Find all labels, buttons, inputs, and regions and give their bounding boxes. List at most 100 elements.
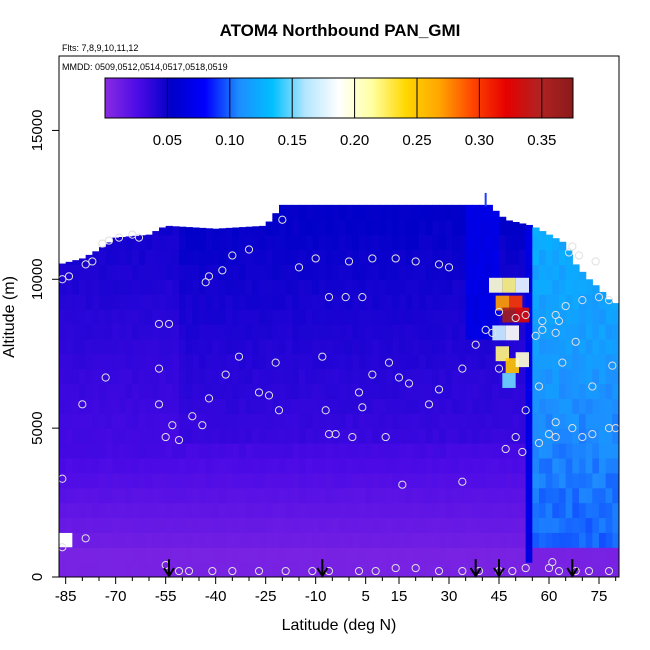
- heatmap-cell: [219, 532, 227, 548]
- heatmap-cell: [465, 413, 473, 429]
- heatmap-cell: [572, 547, 580, 563]
- sample-point: [81, 260, 90, 269]
- heatmap-cell: [565, 264, 573, 280]
- heatmap-cell: [412, 353, 420, 370]
- heatmap-cell: [359, 219, 367, 236]
- heatmap-cell: [185, 428, 193, 444]
- heatmap-cell: [405, 398, 413, 414]
- heatmap-cell: [465, 517, 473, 533]
- heatmap-cell: [232, 279, 240, 295]
- heatmap-cell: [119, 517, 127, 533]
- heatmap-cell: [225, 383, 233, 399]
- heatmap-cell: [492, 234, 500, 251]
- heatmap-cell: [532, 472, 540, 489]
- heatmap-cell: [339, 204, 347, 221]
- heatmap-cell: [359, 547, 367, 563]
- heatmap-cell: [65, 279, 73, 295]
- heatmap-cell: [332, 413, 340, 429]
- heatmap-cell: [152, 323, 160, 340]
- heatmap-cell: [525, 249, 533, 265]
- heatmap-cell: [145, 562, 153, 577]
- heatmap-cell: [452, 443, 460, 459]
- heatmap-cell: [552, 472, 560, 489]
- heatmap-cell: [172, 472, 180, 489]
- heatmap-cell: [259, 234, 267, 251]
- heatmap-cell: [452, 428, 460, 444]
- sample-point: [368, 370, 377, 379]
- heatmap-cell: [212, 532, 220, 548]
- heatmap-cell: [539, 532, 547, 548]
- heatmap-cell: [485, 502, 493, 519]
- heatmap-cell: [439, 234, 447, 251]
- heatmap-cell: [132, 383, 140, 399]
- heatmap-cell: [79, 323, 87, 340]
- heatmap-cell: [139, 338, 147, 355]
- heatmap-cell: [192, 353, 200, 370]
- heatmap-cell: [439, 532, 447, 548]
- heatmap-cell: [552, 457, 560, 474]
- heatmap-cell: [545, 279, 553, 295]
- heatmap-cell: [325, 264, 333, 280]
- heatmap-cell: [339, 398, 347, 414]
- heatmap-cell: [345, 368, 353, 385]
- heatmap-cell: [545, 383, 553, 399]
- heatmap-cell: [132, 249, 140, 265]
- heatmap-cell: [459, 368, 467, 385]
- heatmap-cell: [505, 264, 513, 280]
- heatmap-cell: [92, 562, 100, 577]
- heatmap-cell: [339, 383, 347, 399]
- heatmap-cell: [112, 309, 120, 325]
- heatmap-cell: [499, 383, 507, 399]
- heatmap-cell: [412, 428, 420, 444]
- heatmap-cell: [305, 264, 313, 280]
- heatmap-cell: [332, 443, 340, 459]
- heatmap-cell: [519, 249, 527, 265]
- heatmap-cell: [479, 532, 487, 548]
- heatmap-cell: [285, 517, 293, 533]
- heatmap-cell: [325, 249, 333, 265]
- heatmap-cell: [265, 457, 273, 474]
- heatmap-cell: [272, 428, 280, 444]
- heatmap-cell: [92, 457, 100, 474]
- heatmap-cell: [545, 338, 553, 355]
- heatmap-cell: [132, 294, 140, 310]
- heatmap-cell: [499, 487, 507, 504]
- heatmap-cell: [392, 323, 400, 340]
- heatmap-cell: [192, 547, 200, 563]
- heatmap-cell: [452, 219, 460, 236]
- sample-point: [154, 364, 164, 373]
- heatmap-cell: [552, 413, 560, 429]
- heatmap-cell: [412, 219, 420, 236]
- heatmap-cell: [519, 368, 527, 385]
- heatmap-cell: [92, 353, 100, 370]
- heatmap-cell: [232, 383, 240, 399]
- sample-point: [538, 325, 547, 334]
- heatmap-cell: [465, 428, 473, 444]
- heatmap-cell: [145, 428, 153, 444]
- heatmap-cell: [585, 309, 593, 325]
- heatmap-cell: [365, 264, 373, 280]
- heatmap-cell: [59, 353, 67, 370]
- heatmap-cell: [399, 309, 407, 325]
- heatmap-cell: [425, 562, 433, 577]
- heatmap-cell: [332, 472, 340, 489]
- heatmap-cell: [525, 294, 533, 310]
- heatmap-cell: [65, 562, 73, 577]
- heatmap-cell: [252, 547, 260, 563]
- heatmap-cell: [139, 487, 147, 504]
- heatmap-cell: [552, 517, 560, 533]
- heatmap-cell: [525, 457, 533, 474]
- heatmap-cell: [399, 219, 407, 236]
- heatmap-cell: [132, 457, 140, 474]
- heatmap-cell: [259, 532, 267, 548]
- heatmap-cell: [185, 249, 193, 265]
- heatmap-cell: [425, 353, 433, 370]
- heatmap-cell: [165, 383, 173, 399]
- heatmap-cell: [405, 234, 413, 251]
- heatmap-cell: [92, 323, 100, 340]
- heatmap-cell: [252, 413, 260, 429]
- colorbar-tick-label: 0.30: [465, 132, 494, 149]
- heatmap-cell: [405, 517, 413, 533]
- heatmap-cell: [405, 562, 413, 577]
- heatmap-cell: [119, 294, 127, 310]
